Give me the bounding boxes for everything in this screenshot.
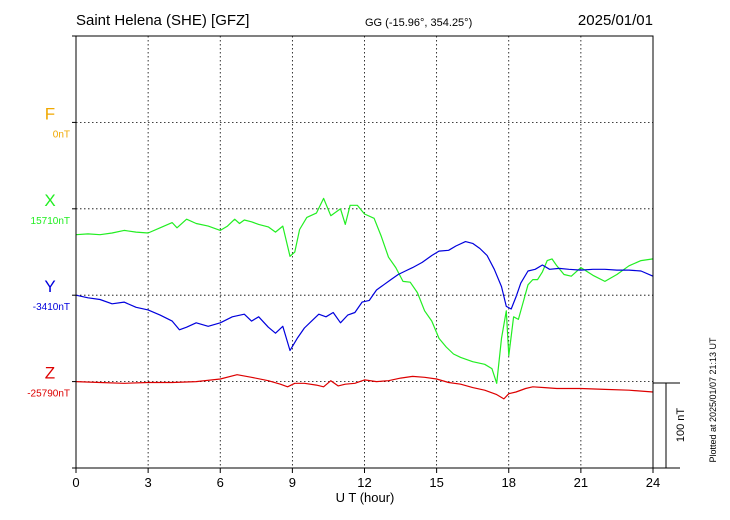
- station-coordinates: GG (-15.96°, 354.25°): [365, 17, 472, 29]
- x-tick-label: 9: [289, 475, 296, 490]
- axis-ticks: 0 3 6 9 12 15 18 21 24: [72, 35, 660, 490]
- x-tick-label: 18: [502, 475, 516, 490]
- series-line-z: [75, 374, 654, 400]
- series-labels: F 0nT X 15710nT Y -3410nT Z -25790nT: [27, 104, 70, 399]
- chart-date: 2025/01/01: [578, 12, 653, 29]
- series-line-y: [75, 241, 654, 352]
- series-name-y: Y: [44, 277, 55, 296]
- series-lines: [75, 197, 654, 400]
- series-name-x: X: [44, 191, 55, 210]
- series-baseline-f: 0nT: [53, 129, 70, 140]
- series-name-f: F: [45, 104, 55, 123]
- x-axis-label: U T (hour): [336, 490, 395, 505]
- x-tick-label: 21: [574, 475, 588, 490]
- series-name-z: Z: [45, 364, 55, 383]
- scale-bar-label: 100 nT: [675, 408, 687, 443]
- x-tick-label: 6: [217, 475, 224, 490]
- station-title: Saint Helena (SHE) [GFZ]: [76, 12, 249, 29]
- x-tick-label: 15: [429, 475, 443, 490]
- plot-frame: [75, 35, 654, 469]
- plot-timestamp: Plotted at 2025/01/07 21:13 UT: [708, 337, 718, 463]
- x-tick-label: 24: [646, 475, 660, 490]
- series-line-x: [75, 197, 654, 384]
- x-tick-label: 0: [72, 475, 79, 490]
- grid: [76, 36, 653, 468]
- series-baseline-z: -25790nT: [27, 389, 70, 400]
- scale-bar: 100 nT: [653, 382, 687, 469]
- x-tick-label: 12: [357, 475, 371, 490]
- x-tick-label: 3: [145, 475, 152, 490]
- series-baseline-x: 15710nT: [31, 216, 70, 227]
- series-baseline-y: -3410nT: [33, 302, 70, 313]
